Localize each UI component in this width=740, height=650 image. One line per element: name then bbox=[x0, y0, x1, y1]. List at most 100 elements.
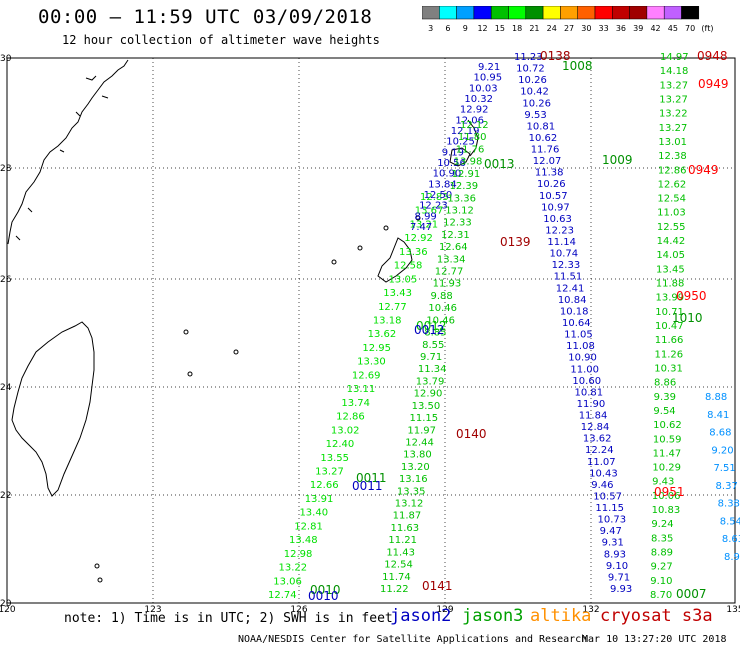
wave-height-value: 13.16 bbox=[399, 474, 428, 485]
wave-height-value: 8.86 bbox=[654, 378, 676, 389]
wave-height-value: 10.32 bbox=[464, 94, 493, 105]
wave-height-value: 9.43 bbox=[652, 477, 674, 488]
colorbar-label: 30 bbox=[581, 24, 591, 33]
wave-height-value: 13.20 bbox=[401, 462, 430, 473]
wave-height-value: 13.62 bbox=[368, 329, 397, 340]
wave-height-value: 12.41 bbox=[556, 283, 585, 294]
wave-height-value: 13.55 bbox=[320, 453, 349, 464]
wave-height-value: 10.03 bbox=[469, 83, 498, 94]
island bbox=[187, 371, 193, 377]
wave-height-value: 11.26 bbox=[654, 349, 683, 360]
wave-height-value: 13.36 bbox=[447, 193, 476, 204]
colorbar-swatch bbox=[646, 6, 665, 20]
wave-height-value: 10.42 bbox=[520, 87, 549, 98]
colorbar-label: 36 bbox=[616, 24, 626, 33]
wave-height-value: 10.31 bbox=[654, 363, 683, 374]
wave-height-value: 13.45 bbox=[656, 264, 685, 275]
wave-height-value: 10.43 bbox=[589, 468, 618, 479]
credit: NOAA/NESDIS Center for Satellite Applica… bbox=[238, 634, 588, 645]
satellite-tracks: 12.74 13.06 13.22 12.98 13.48 12.81 13.40 13.91… bbox=[268, 52, 740, 601]
wave-height-value: 11.66 bbox=[655, 335, 684, 346]
colorbar-swatch bbox=[560, 6, 578, 20]
wave-height-value: 9.20 bbox=[711, 445, 733, 456]
wave-height-value: 13.35 bbox=[397, 486, 426, 497]
wave-height-value: 13.48 bbox=[289, 535, 318, 546]
wave-height-value: 10.62 bbox=[529, 133, 558, 144]
wave-height-value: 11.34 bbox=[418, 364, 447, 375]
pass-id-label: 0010 bbox=[308, 589, 339, 603]
wave-height-value: 8.85 bbox=[424, 328, 446, 339]
wave-height-value: 11.05 bbox=[564, 330, 593, 341]
wave-height-value: 13.22 bbox=[278, 563, 307, 574]
china-islands bbox=[15, 75, 109, 241]
wave-height-value: 10.59 bbox=[653, 434, 682, 445]
wave-height-value: 8.70 bbox=[650, 590, 672, 601]
colorbar-label: 18 bbox=[512, 24, 522, 33]
legend-jason3: jason3 bbox=[462, 606, 524, 626]
wave-height-value: 10.25 bbox=[446, 137, 475, 148]
wave-height-value: 11.47 bbox=[653, 448, 682, 459]
colorbar-label: (ft) bbox=[701, 24, 713, 33]
pass-id-label: 0948 bbox=[697, 49, 728, 63]
wave-height-value: 9.47 bbox=[600, 526, 622, 537]
wave-height-value: 8.55 bbox=[422, 340, 444, 351]
wave-height-value: 10.63 bbox=[543, 214, 572, 225]
colorbar-swatch bbox=[681, 6, 700, 20]
pass-id-label: 0010 bbox=[310, 583, 341, 597]
colorbar-label: 3 bbox=[428, 24, 433, 33]
wave-height-value: 10.83 bbox=[652, 505, 681, 516]
wave-height-value: 13.27 bbox=[659, 80, 688, 91]
wave-height-value: 8.38 bbox=[718, 499, 740, 510]
pass-id-label: 0140 bbox=[456, 427, 487, 441]
island bbox=[233, 349, 239, 355]
wave-height-value: 10.71 bbox=[655, 307, 684, 318]
island bbox=[331, 259, 337, 265]
wave-height-value: 12.19 bbox=[451, 126, 480, 137]
wave-height-value: 10.62 bbox=[653, 420, 682, 431]
pass-id-label: 0949 bbox=[698, 77, 729, 91]
wave-height-value: 11.76 bbox=[456, 144, 485, 155]
wave-height-value: 11.23 bbox=[514, 52, 543, 63]
lon-label: 135 bbox=[726, 605, 740, 615]
colorbar-label: 45 bbox=[668, 24, 678, 33]
wave-height-value: 11.15 bbox=[595, 503, 624, 514]
island bbox=[415, 215, 421, 221]
lon-label: 129 bbox=[436, 605, 453, 615]
wave-height-value: 14.18 bbox=[660, 66, 689, 77]
kyushu-coast bbox=[467, 119, 479, 157]
wave-height-value: 12.66 bbox=[310, 480, 339, 491]
wave-height-value: 14.05 bbox=[656, 250, 685, 261]
pass-id-label: 0141 bbox=[422, 579, 453, 593]
wave-height-value: 12.69 bbox=[352, 370, 381, 381]
pass-id-label: 0951 bbox=[654, 485, 685, 499]
wave-height-value: 10.57 bbox=[593, 491, 622, 502]
wave-height-value: 10.90 bbox=[433, 169, 462, 180]
pass-id-label: 1010 bbox=[672, 311, 703, 325]
wave-height-value: 12.74 bbox=[268, 590, 297, 601]
wave-height-value: 8.63 bbox=[722, 534, 740, 545]
wave-height-value: 9.53 bbox=[524, 110, 546, 121]
island bbox=[383, 225, 389, 231]
wave-height-value: 10.46 bbox=[428, 303, 457, 314]
wave-height-value: 10.06 bbox=[652, 491, 681, 502]
wave-height-value: 10.73 bbox=[597, 515, 626, 526]
wave-height-value: 13.62 bbox=[583, 434, 612, 445]
wave-height-value: 11.88 bbox=[656, 279, 685, 290]
wave-height-value: 13.91 bbox=[305, 494, 334, 505]
wave-height-value: 8.35 bbox=[651, 533, 673, 544]
wave-height-value: 11.03 bbox=[657, 208, 686, 219]
wave-height-value: 13.06 bbox=[273, 576, 302, 587]
wave-height-value: 12.06 bbox=[455, 115, 484, 126]
wave-height-value: 8.41 bbox=[707, 410, 729, 421]
wave-height-value: 10.72 bbox=[516, 64, 545, 75]
wave-height-value: 9.21 bbox=[478, 62, 500, 73]
wave-height-value: 9.10 bbox=[650, 576, 672, 587]
wave-height-value: 12.83 bbox=[420, 192, 449, 203]
colorbar-label: 15 bbox=[495, 24, 505, 33]
lon-label: 126 bbox=[290, 605, 307, 615]
colorbar-label: 70 bbox=[685, 24, 695, 33]
wave-height-value: 10.57 bbox=[539, 191, 568, 202]
wave-height-value: 13.18 bbox=[373, 316, 402, 327]
wave-height-value: 12.77 bbox=[435, 267, 464, 278]
taiwan-outline bbox=[11, 321, 95, 497]
